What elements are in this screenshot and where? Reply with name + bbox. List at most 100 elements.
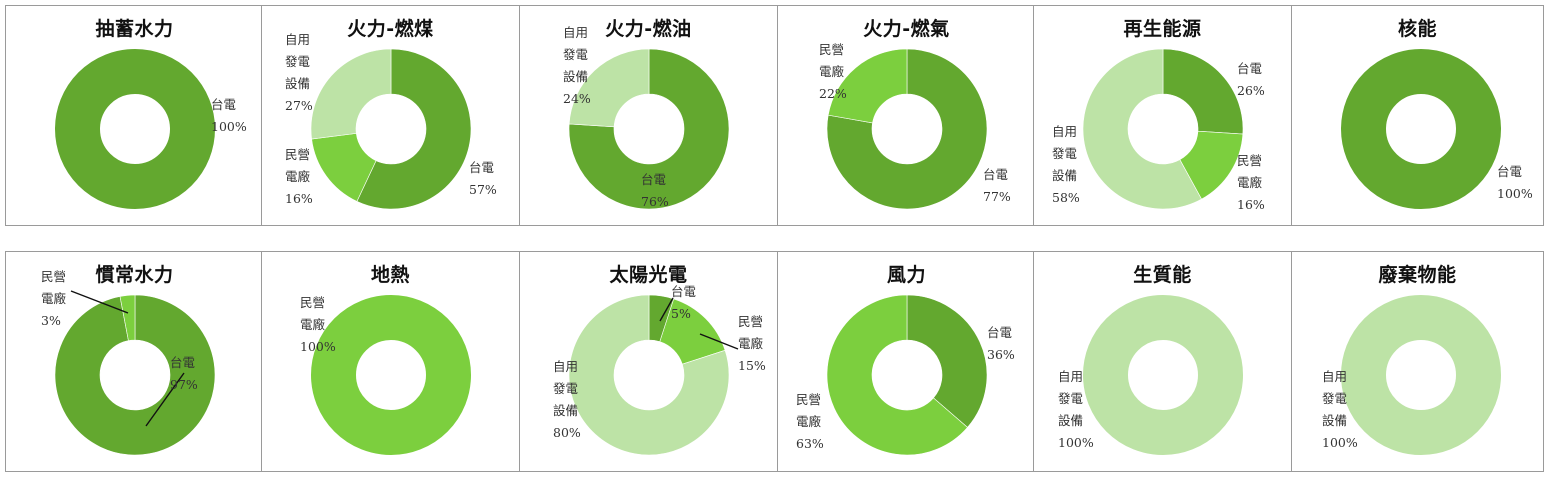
donut-slice (356, 48, 472, 210)
donut-chart: 台電 26% 民營電廠 16% 自用發電設備 58% (1052, 48, 1265, 212)
slice-label: 民營電廠 16% (285, 147, 313, 206)
slice-label-line: 電廠 (796, 414, 822, 429)
slice-label-line: 自用 (1052, 124, 1077, 139)
slice-label-line: 台電 (1237, 61, 1263, 76)
slice-label-line: 100% (211, 119, 247, 134)
slice-label-line: 民營 (1237, 153, 1262, 168)
donut-slice (55, 49, 215, 209)
slice-label: 民營電廠 15% (738, 314, 766, 373)
donut-slice (568, 294, 730, 456)
slice-label: 民營電廠 22% (819, 42, 847, 101)
donut-slice (826, 48, 988, 210)
slice-label: 民營電廠 3% (41, 269, 67, 328)
slice-label: 自用發電設備 80% (553, 359, 581, 440)
donut-chart-panel: 民營電廠 100% 地熱 (261, 251, 520, 472)
leader-line (659, 297, 674, 322)
slice-label-line: 80% (553, 425, 581, 440)
slice-label-line: 發電 (285, 54, 311, 69)
chart-title: 抽蓄水力 (95, 18, 174, 40)
donut-slice (827, 48, 908, 124)
slice-label-line: 76% (641, 194, 669, 209)
slice-label-line: 民營 (41, 269, 66, 284)
slice-label-line: 自用 (1058, 369, 1083, 384)
slice-label-line: 電廠 (738, 336, 764, 351)
slice-label: 自用發電設備 58% (1052, 124, 1080, 205)
donut-slice (54, 294, 216, 456)
slice-label: 台電 77% (983, 167, 1011, 204)
donut-slice (1341, 49, 1501, 209)
chart-title: 生質能 (1133, 264, 1192, 286)
donut-chart-panel: 台電 97% 民營電廠 3% 慣常水力 (5, 251, 264, 472)
donut-chart-panel: 台電 100% 核能 (1291, 5, 1544, 226)
slice-label-line: 電廠 (1237, 175, 1263, 190)
chart-title: 再生能源 (1123, 18, 1202, 40)
slice-label-line: 57% (469, 182, 497, 197)
donut-chart-panel: 台電 5% 民營電廠 15% 自用發電設備 80% 太陽光電 (519, 251, 778, 472)
donut-chart-panel: 台電 26% 民營電廠 16% 自用發電設備 58% 再生能源 (1033, 5, 1292, 226)
slice-label-line: 58% (1052, 190, 1080, 205)
slice-label-line: 電廠 (819, 64, 845, 79)
slice-label: 台電 57% (469, 160, 497, 197)
slice-label-line: 設備 (553, 403, 578, 418)
slice-label: 台電 26% (1237, 61, 1265, 98)
chart-title: 火力-燃煤 (347, 18, 434, 40)
donut-chart: 台電 5% 民營電廠 15% 自用發電設備 80% (553, 284, 766, 456)
slice-label-line: 台電 (211, 97, 237, 112)
slice-label-line: 電廠 (285, 169, 311, 184)
slice-label: 民營電廠 16% (1237, 153, 1265, 212)
chart-title: 慣常水力 (95, 264, 174, 286)
donut-chart-panel: 台電 36% 民營電廠 63% 風力 (777, 251, 1036, 472)
slice-label-line: 設備 (1322, 413, 1347, 428)
slice-label: 自用發電設備 100% (1322, 369, 1358, 450)
slice-label-line: 26% (1237, 83, 1265, 98)
slice-label-line: 16% (1237, 197, 1265, 212)
slice-label: 自用發電設備 100% (1058, 369, 1094, 450)
chart-title: 風力 (886, 264, 926, 286)
slice-label-line: 自用 (285, 32, 310, 47)
donut-slice (568, 48, 730, 210)
slice-label-line: 台電 (983, 167, 1009, 182)
slice-label-line: 100% (1058, 435, 1094, 450)
donut-chart: 台電 36% 民營電廠 63% (796, 294, 1015, 456)
slice-label-line: 設備 (1052, 168, 1077, 183)
slice-label-line: 100% (300, 339, 336, 354)
slice-label-line: 27% (285, 98, 313, 113)
donut-chart: 自用發電設備 100% (1322, 295, 1501, 455)
slice-label-line: 77% (983, 189, 1011, 204)
slice-label-line: 發電 (563, 47, 589, 62)
slice-label-line: 3% (41, 313, 61, 328)
slice-label-line: 發電 (1052, 146, 1078, 161)
donut-chart: 台電 76% 自用發電設備 24% (563, 25, 730, 210)
slice-label: 台電 100% (211, 97, 247, 134)
slice-label-line: 發電 (1058, 391, 1084, 406)
donut-chart: 台電 100% (55, 49, 247, 209)
donut-slice (1082, 48, 1202, 210)
slice-label: 自用發電設備 27% (285, 32, 313, 113)
donut-chart: 台電 97% 民營電廠 3% (41, 269, 216, 456)
slice-label-line: 發電 (553, 381, 579, 396)
slice-label-line: 台電 (469, 160, 495, 175)
donut-chart-panel: 台電 76% 自用發電設備 24% 火力-燃油 (519, 5, 778, 226)
donut-slice (311, 295, 471, 455)
slice-label-line: 設備 (1058, 413, 1083, 428)
slice-label: 民營電廠 100% (300, 295, 336, 354)
slice-label-line: 22% (819, 86, 847, 101)
donut-chart-panel: 自用發電設備 100% 生質能 (1033, 251, 1292, 472)
slice-label-line: 民營 (819, 42, 844, 57)
slice-label: 台電 5% (671, 284, 697, 321)
slice-label-line: 16% (285, 191, 313, 206)
donut-chart: 台電 57% 民營電廠 16% 自用發電設備 27% (285, 32, 497, 210)
slice-label: 台電 76% (641, 172, 669, 209)
chart-title: 核能 (1397, 18, 1437, 40)
slice-label-line: 100% (1322, 435, 1358, 450)
leader-line (699, 333, 739, 350)
slice-label-line: 設備 (285, 76, 310, 91)
slice-label-line: 台電 (1497, 164, 1523, 179)
slice-label-line: 民營 (300, 295, 325, 310)
slice-label-line: 台電 (671, 284, 697, 299)
donut-slice (310, 48, 392, 140)
leader-line (70, 290, 129, 314)
chart-title: 太陽光電 (609, 264, 688, 286)
slice-label: 台電 36% (987, 325, 1015, 362)
